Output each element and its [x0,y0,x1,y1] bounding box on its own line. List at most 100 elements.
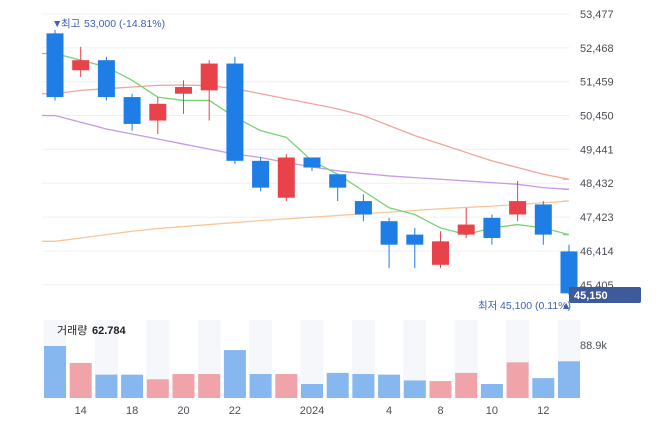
candle-body [226,63,244,161]
candle-body [46,33,64,98]
volume-bar [378,374,401,398]
candle-body [277,157,295,198]
volume-bar [223,350,246,398]
x-tick-label: 14 [75,405,87,417]
candle [483,214,501,245]
candle-body [354,201,372,215]
volume-bar [146,379,169,398]
candles [46,30,578,295]
x-tick-label: 12 [537,405,549,417]
candle [534,201,552,245]
volume-bar [95,374,118,398]
y-tick-label: 48,432 [580,178,614,190]
candle [226,56,244,165]
x-tick-label: 2024 [300,405,324,417]
x-tick-label: 8 [437,405,443,417]
y-tick-label: 53,477 [580,9,614,21]
candle-body [97,60,115,98]
candle-body [303,157,321,168]
candle-body [534,204,552,235]
x-tick-label: 20 [177,405,189,417]
volume-column-bg [300,320,324,398]
ma60-line [42,114,570,190]
candle [277,154,295,202]
volume-bar [403,380,426,398]
y-tick-label: 52,468 [580,43,614,55]
low-label: 최저 [478,300,497,312]
candle [406,227,424,269]
candle [354,194,372,222]
volume-bar [326,372,349,398]
candle [252,157,270,192]
x-tick-label: 18 [126,405,138,417]
x-axis: 14 18 20 22 2024 4 8 10 12 [75,405,550,417]
volume-bar [506,362,529,398]
candle-body [175,87,192,94]
candle [46,30,64,101]
candle [457,207,475,238]
volume-bar [532,378,555,398]
low-value: 45,100 (0.11%) [500,300,571,312]
candle [380,217,398,269]
y-tick-label: 49,441 [580,144,614,156]
y-tick-label: 46,414 [580,246,614,258]
candle-body [432,241,449,265]
candle [72,46,90,77]
volume-bar [558,361,580,398]
current-price-badge [569,287,641,303]
x-tick-label: 4 [386,405,392,417]
ma120-line [42,200,570,242]
x-tick-label: 10 [486,405,498,417]
x-tick-label: 22 [229,405,241,417]
candle [432,231,449,269]
candle-body [406,234,424,245]
candle-body [72,60,90,71]
candle-body [457,224,475,235]
y-tick-label: 47,423 [580,212,614,224]
high-value: 53,000 (-14.81%) [84,18,165,30]
candle-body [123,97,141,124]
volume-bar [249,374,272,398]
candle [149,97,167,134]
volume-column-bg [403,320,427,398]
candle [175,80,192,114]
y-axis: 53,477 52,468 51,459 50,450 49,441 48,432 47,4… [580,9,614,292]
annotations: ▼ 최고 53,000 (-14.81%) 최저 45,100 (0.11%) … [52,18,641,312]
ma20-line [42,84,570,180]
high-label: 최고 [61,18,81,30]
volume-bar [429,381,452,398]
volume-bar [198,374,221,398]
volume-bar [480,383,503,398]
candle-body [252,160,270,188]
candle-body [380,221,398,245]
volume-bar [352,374,375,398]
volume-bar [275,374,298,398]
y-tick-label: 51,459 [580,77,614,89]
volume-bar [172,374,195,398]
volume-label: 거래량 [57,324,87,337]
volume-bar [301,383,323,398]
candle [560,244,578,295]
candle [509,180,527,222]
candle-body [560,251,578,294]
volume-bar [455,372,478,398]
candle-body [329,174,347,188]
volume-column-bg [146,320,170,398]
volume-bar [44,346,66,398]
volume-bar [69,362,92,398]
volume-max-tick: 88.9k [580,340,607,352]
high-marker-icon: ▼ [52,18,62,30]
ma5-line [42,52,570,236]
candle [329,174,347,202]
candle [303,157,321,171]
price-grid [42,13,570,286]
candle-body [509,201,527,215]
candle [97,56,115,101]
candle [123,93,141,131]
candle-body [483,217,501,238]
volume-panel: 거래량 62.784 88.9k [44,324,607,398]
volume-value: 62.784 [92,325,127,337]
candle [200,60,218,121]
y-tick-label: 50,450 [580,111,614,123]
